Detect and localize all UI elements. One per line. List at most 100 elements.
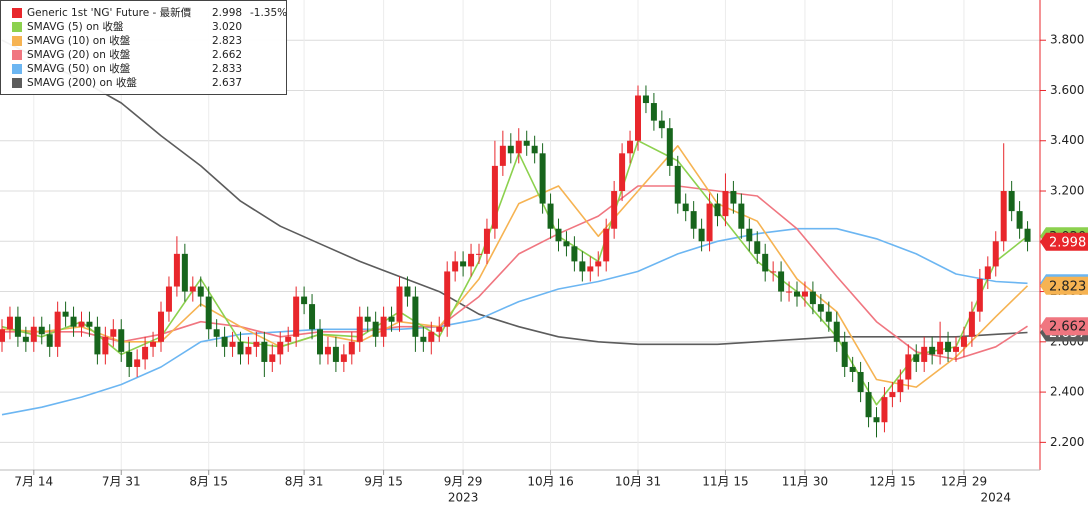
candle-body [293, 296, 300, 337]
candle-body [523, 140, 530, 146]
candle-body [237, 341, 244, 355]
candle-body [468, 253, 475, 267]
candle-body [833, 321, 840, 342]
candle-body [118, 329, 125, 352]
x-tick-label: 8月 31 [285, 475, 324, 489]
candle-body [905, 354, 912, 380]
candle-body [221, 336, 228, 347]
legend-value: 2.662 [212, 49, 242, 61]
candle-body [245, 346, 252, 355]
legend-value: 2.833 [212, 63, 242, 75]
candle-body [126, 351, 133, 367]
legend-swatch [12, 8, 22, 18]
candle-body [317, 329, 323, 355]
plot [0, 39, 1031, 438]
candle-body [635, 95, 641, 141]
candle-body [356, 316, 363, 342]
x-tick-label: 9月 29 [444, 475, 483, 489]
candle-body [770, 271, 777, 273]
candle-body [984, 266, 991, 279]
candle-body [269, 354, 276, 362]
legend-change: -1.35% [250, 7, 287, 19]
legend-label: SMAVG (20) on 收盤 [27, 48, 131, 61]
value-badge-label: 2.823 [1049, 279, 1086, 294]
candle-body [261, 341, 268, 362]
x-tick-label: 8月 15 [189, 475, 228, 489]
candle-body [976, 278, 983, 312]
candle-body [897, 379, 904, 393]
y-tick-label: 3.200 [1050, 184, 1084, 198]
candle-body [404, 286, 411, 297]
x-tick-label: 10月 31 [615, 475, 661, 489]
candle-body [722, 191, 729, 217]
candle-body [78, 321, 85, 327]
candle-body [968, 311, 975, 337]
candle-body [801, 291, 808, 297]
candle-body [579, 261, 586, 272]
candle-body [460, 261, 467, 267]
candle-body [658, 120, 665, 129]
candle-body [921, 346, 928, 362]
x-tick-label: 7月 14 [14, 475, 53, 489]
moving-average-line [1, 145, 1029, 388]
legend-value: 2.637 [212, 77, 242, 89]
candle-body [205, 296, 212, 330]
candle-body [539, 153, 546, 204]
legend-value: 3.020 [212, 21, 242, 33]
candle-body [841, 341, 848, 367]
candle-body [436, 326, 443, 332]
candle-body [332, 346, 339, 362]
x-tick-label: 10月 16 [527, 475, 573, 489]
candle-body [1000, 191, 1007, 242]
legend-label: SMAVG (5) on 收盤 [27, 20, 124, 33]
candle-body [698, 228, 705, 242]
candle-body [746, 228, 753, 242]
legend-label: SMAVG (200) on 收盤 [27, 76, 137, 89]
year-label: 2024 [980, 491, 1011, 505]
candle-body [611, 191, 618, 229]
moving-average-line [1, 227, 1028, 416]
value-badge-label: 2.998 [1049, 235, 1086, 250]
candle-body [229, 341, 236, 347]
candle-body [603, 228, 610, 262]
candle-body [38, 326, 45, 335]
candle-body [14, 316, 21, 337]
candle-body [650, 103, 657, 121]
candle-body [1016, 211, 1023, 229]
value-badge-label: 2.662 [1049, 320, 1086, 335]
candle-body [619, 153, 626, 192]
candle-body [1008, 191, 1015, 212]
candle-body [507, 145, 514, 154]
candle-body [364, 316, 371, 322]
candle-body [165, 286, 172, 312]
candle-body [881, 397, 888, 423]
y-tick-label: 3.600 [1050, 83, 1084, 97]
candle-body [348, 341, 355, 355]
candle-body [285, 336, 292, 342]
candle-body [277, 341, 284, 355]
candle-body [86, 321, 93, 327]
candle-body [46, 334, 53, 347]
candle-body [134, 359, 141, 367]
candle-body [94, 326, 101, 355]
candle-body [889, 392, 896, 398]
candle-body [158, 311, 164, 342]
legend-value: 2.998 [212, 7, 242, 19]
candle-body [690, 211, 697, 229]
candle-body [340, 354, 347, 362]
candle-body [197, 286, 204, 297]
legend-swatch [12, 50, 22, 60]
candle-body [372, 321, 379, 337]
x-tick-label: 11月 30 [782, 475, 828, 489]
moving-average-line [1, 39, 1028, 346]
legend-box [0, 0, 287, 95]
candle-body [817, 304, 824, 312]
candle-body [412, 296, 419, 337]
candle-body [30, 326, 37, 342]
candle-body [666, 128, 673, 166]
candle-body [309, 304, 316, 330]
candle-body [587, 266, 594, 272]
candle-body [142, 346, 149, 360]
candle-body [483, 228, 490, 254]
